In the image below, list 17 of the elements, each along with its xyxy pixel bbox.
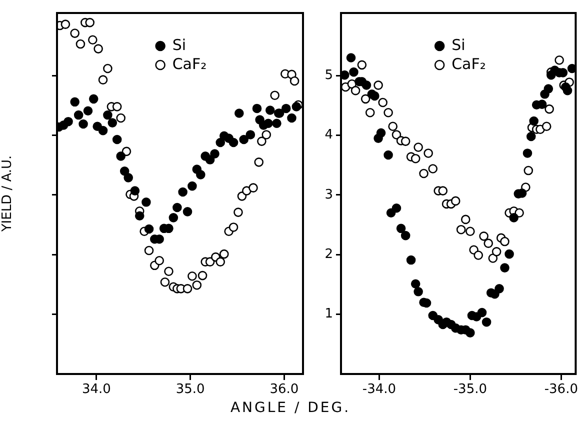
legend-label: CaF₂ (452, 54, 486, 73)
x-axis-title: ANGLE / DEG. (229, 400, 352, 416)
x-tick-label: -34.0 (362, 382, 396, 398)
y-axis-title: YIELD / A.U. (0, 155, 16, 233)
x-tick-label: 35.0 (176, 382, 205, 398)
x-tick-label: -35.0 (453, 382, 487, 398)
legend-label: Si (452, 36, 466, 54)
legend-label: Si (172, 36, 186, 54)
x-tick-label: 36.0 (270, 382, 299, 398)
legend-label: CaF₂ (172, 54, 207, 73)
y-tick-label: 2 (324, 247, 333, 262)
y-tick-label: 4 (324, 128, 333, 143)
x-tick-label: 34.0 (82, 382, 111, 398)
x-tick-label: -36.0 (544, 382, 578, 398)
y-tick-label: 1 (324, 306, 333, 322)
y-tick-label: 5 (324, 68, 333, 84)
y-tick-label: 3 (324, 187, 333, 202)
